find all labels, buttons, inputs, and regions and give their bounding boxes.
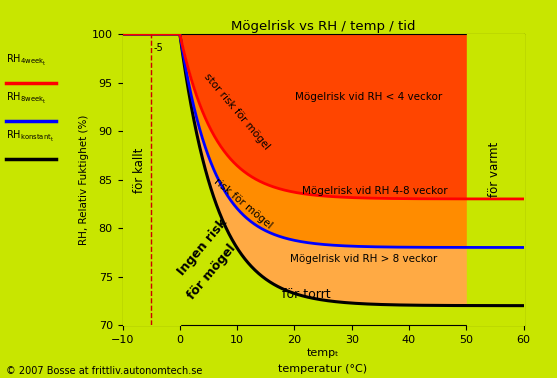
- Text: Mögelrisk vid RH > 8 veckor: Mögelrisk vid RH > 8 veckor: [290, 254, 437, 264]
- Text: för varmt: för varmt: [488, 142, 501, 197]
- Text: stor risk för mögel: stor risk för mögel: [202, 71, 272, 152]
- Text: Mögelrisk vid RH < 4 veckor: Mögelrisk vid RH < 4 veckor: [295, 92, 442, 102]
- Text: Mögelrisk vid RH 4-8 veckor: Mögelrisk vid RH 4-8 veckor: [302, 186, 447, 196]
- Text: temperatur (°C): temperatur (°C): [278, 364, 368, 373]
- Text: för kallt: för kallt: [133, 147, 146, 192]
- Text: för mögel: för mögel: [185, 242, 238, 302]
- Text: $\rm RH_{4week_t}$: $\rm RH_{4week_t}$: [6, 53, 46, 68]
- Text: risk för mögel: risk för mögel: [212, 177, 274, 231]
- Title: Mögelrisk vs RH / temp / tid: Mögelrisk vs RH / temp / tid: [231, 20, 416, 33]
- Y-axis label: RH, Relativ Fuktighet (%): RH, Relativ Fuktighet (%): [79, 115, 89, 245]
- Text: -5: -5: [154, 43, 163, 53]
- Text: för torrt: för torrt: [281, 288, 330, 301]
- Text: Ingen risk: Ingen risk: [175, 217, 230, 279]
- Text: $\rm RH_{8week_t}$: $\rm RH_{8week_t}$: [6, 91, 46, 106]
- Text: © 2007 Bosse at frittliv.autonomtech.se: © 2007 Bosse at frittliv.autonomtech.se: [6, 366, 202, 376]
- Text: tempₜ: tempₜ: [307, 349, 339, 358]
- Text: $\rm RH_{konstant_t}$: $\rm RH_{konstant_t}$: [6, 129, 53, 144]
